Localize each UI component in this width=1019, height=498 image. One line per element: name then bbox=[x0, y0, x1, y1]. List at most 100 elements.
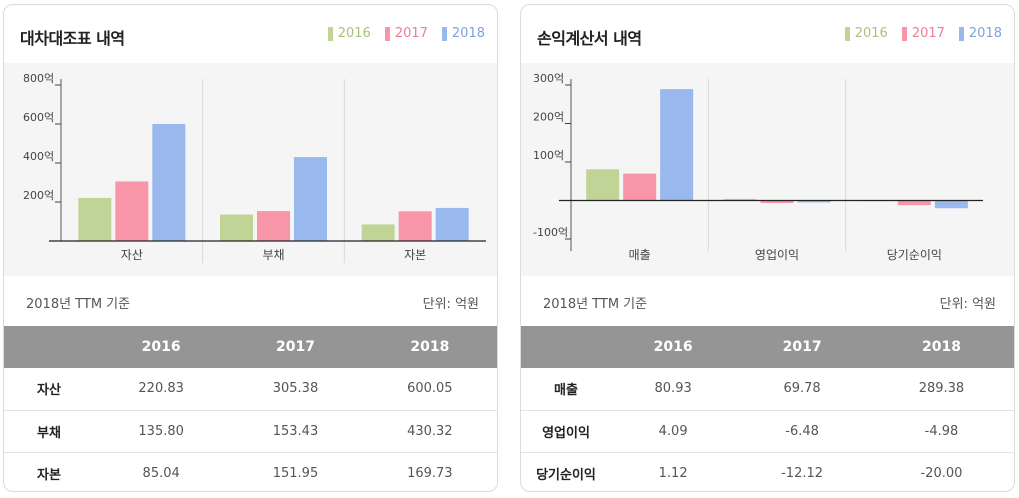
basis-text: 2018년 TTM 기준 bbox=[543, 297, 648, 312]
column-header: 2018 bbox=[868, 326, 1014, 368]
legend-label: 2017 bbox=[911, 26, 945, 41]
column-header: 2016 bbox=[611, 326, 736, 368]
table-cell: -6.48 bbox=[735, 410, 869, 453]
bar-chart-area: -100억 100억 200억 300억 매출 영업이익 당기순이익 bbox=[521, 63, 1014, 276]
row-label: 매출 bbox=[521, 368, 611, 411]
basis-text: 2018년 TTM 기준 bbox=[26, 297, 131, 312]
column-header: 2016 bbox=[94, 326, 229, 368]
legend-item-2017: 2017 bbox=[384, 26, 428, 41]
table-cell: -4.98 bbox=[868, 410, 1014, 453]
bar-2017 bbox=[115, 181, 149, 241]
table-cell: 85.04 bbox=[142, 465, 180, 481]
category-label: 부채 bbox=[262, 248, 284, 262]
y-tick-label: 400억 bbox=[23, 150, 54, 163]
bar-2018 bbox=[435, 207, 469, 241]
y-tick-label: 600억 bbox=[23, 111, 54, 124]
data-table: 2016 2017 2018 자산 220.83 305.38 600.05 부… bbox=[4, 326, 497, 491]
table-cell: 305.38 bbox=[228, 368, 363, 411]
legend-label: 2017 bbox=[394, 26, 428, 41]
table-row: 자본 85.04 151.95 169.73 bbox=[4, 452, 497, 491]
chart-legend: 2016 2017 2018 bbox=[327, 26, 485, 41]
table-header-row: 2016 2017 2018 bbox=[4, 326, 497, 368]
table-cell: -12.12 bbox=[781, 465, 824, 481]
chart-info-bar: 2018년 TTM 기준 단위: 억원 bbox=[4, 276, 497, 326]
table-row: 부채 135.80 153.43 430.32 bbox=[4, 410, 497, 453]
bar-2017 bbox=[257, 211, 290, 241]
legend-label: 2016 bbox=[337, 26, 371, 41]
table-row: 당기순이익 1.12 -12.12 -20.00 bbox=[521, 452, 1014, 491]
table-cell: 289.38 bbox=[868, 368, 1014, 411]
table-header-row: 2016 2017 2018 bbox=[521, 326, 1014, 368]
column-header: 2017 bbox=[228, 326, 363, 368]
bar-2017 bbox=[398, 211, 432, 241]
row-label: 당기순이익 bbox=[536, 467, 596, 483]
panel-header: 대차대조표 내역 2016 2017 2018 bbox=[4, 5, 497, 63]
category-label: 자산 bbox=[121, 248, 143, 262]
chart-legend: 2016 2017 2018 bbox=[844, 26, 1002, 41]
table-cell: 153.43 bbox=[228, 410, 363, 453]
panel-title: 손익계산서 내역 bbox=[537, 29, 642, 48]
table-cell: 151.95 bbox=[272, 465, 319, 481]
column-header: 2017 bbox=[735, 326, 869, 368]
legend-item-2016: 2016 bbox=[844, 26, 888, 41]
table-row: 영업이익 4.09 -6.48 -4.98 bbox=[521, 410, 1014, 453]
bar-2018 bbox=[797, 200, 831, 203]
legend-item-2018: 2018 bbox=[958, 26, 1002, 41]
y-tick-label: 200억 bbox=[23, 189, 54, 202]
legend-swatch bbox=[384, 26, 390, 41]
table-cell: 4.09 bbox=[611, 410, 736, 453]
legend-label: 2018 bbox=[451, 26, 485, 41]
legend-label: 2016 bbox=[854, 26, 888, 41]
legend-swatch bbox=[844, 26, 850, 41]
column-header: 2018 bbox=[362, 326, 497, 368]
panel-title: 대차대조표 내역 bbox=[20, 29, 125, 48]
y-tick-label: 300억 bbox=[533, 72, 564, 85]
y-tick-label: -100억 bbox=[533, 226, 568, 239]
bar-2016 bbox=[723, 198, 757, 201]
legend-swatch bbox=[441, 26, 447, 41]
legend-label: 2018 bbox=[968, 26, 1002, 41]
bar-2018 bbox=[152, 123, 186, 241]
bar-2016 bbox=[361, 224, 395, 241]
table-cell: 1.12 bbox=[658, 465, 688, 481]
category-label: 영업이익 bbox=[755, 248, 799, 262]
table-cell: 69.78 bbox=[735, 368, 869, 411]
table-cell: 169.73 bbox=[407, 465, 453, 481]
category-label: 자본 bbox=[404, 248, 426, 262]
chart-info-bar: 2018년 TTM 기준 단위: 억원 bbox=[521, 276, 1014, 326]
y-tick-label: 800억 bbox=[23, 72, 54, 85]
panel-header: 손익계산서 내역 2016 2017 2018 bbox=[521, 5, 1014, 63]
bar-2018 bbox=[294, 157, 327, 241]
unit-text: 단위: 억원 bbox=[422, 297, 479, 312]
row-label: 자산 bbox=[4, 368, 94, 411]
table-cell: 430.32 bbox=[362, 410, 497, 453]
bar-2017 bbox=[623, 173, 657, 201]
legend-item-2017: 2017 bbox=[901, 26, 945, 41]
data-table: 2016 2017 2018 매출 80.93 69.78 289.38 영업이… bbox=[521, 326, 1014, 491]
bar-2016 bbox=[586, 169, 620, 201]
balance-sheet-panel: 대차대조표 내역 2016 2017 2018 200억 400억 600억 800억… bbox=[3, 4, 498, 492]
legend-item-2018: 2018 bbox=[441, 26, 485, 41]
header-empty bbox=[521, 326, 611, 368]
bar-2018 bbox=[934, 200, 968, 209]
unit-text: 단위: 억원 bbox=[939, 297, 996, 312]
legend-item-2016: 2016 bbox=[327, 26, 371, 41]
table-cell: 600.05 bbox=[362, 368, 497, 411]
table-cell: -20.00 bbox=[920, 465, 963, 481]
table-cell: 220.83 bbox=[94, 368, 229, 411]
header-empty bbox=[4, 326, 94, 368]
row-label: 자본 bbox=[37, 467, 61, 483]
legend-swatch bbox=[958, 26, 964, 41]
category-label: 당기순이익 bbox=[887, 248, 942, 262]
bar-2016 bbox=[78, 197, 112, 241]
bar-2017 bbox=[760, 200, 794, 203]
table-cell: 135.80 bbox=[94, 410, 229, 453]
y-tick-label: 200억 bbox=[533, 111, 564, 124]
legend-swatch bbox=[327, 26, 333, 41]
category-label: 매출 bbox=[629, 248, 651, 262]
row-label: 영업이익 bbox=[521, 410, 611, 453]
table-cell: 80.93 bbox=[611, 368, 736, 411]
